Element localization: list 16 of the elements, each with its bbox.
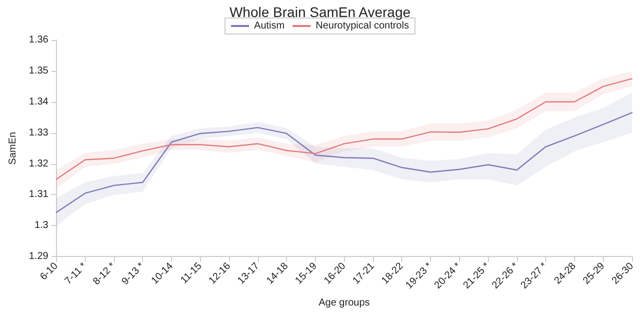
y-tick-label: 1.34 [28, 96, 49, 108]
y-tick-label: 1.36 [28, 34, 49, 46]
chart-title: Whole Brain SamEn Average [229, 4, 411, 20]
y-tick-label: 1.32 [28, 158, 49, 170]
y-axis-title: SamEn [8, 132, 18, 165]
y-tick-label: 1.29 [28, 251, 49, 262]
legend-label: Neurotypical controls [316, 20, 409, 32]
x-tick-label: 7-11 * [62, 260, 90, 287]
y-tick-label: 1.31 [28, 189, 49, 200]
y-tick-label: 1.33 [28, 127, 49, 138]
y-tick-label: 1.3 [34, 220, 49, 232]
line-series [56, 112, 633, 213]
x-axis-title: Age groups [318, 298, 370, 308]
x-tick-label: 6-10 [38, 260, 61, 283]
legend-label: Autism [254, 20, 285, 32]
y-tick-label: 1.35 [28, 65, 49, 76]
